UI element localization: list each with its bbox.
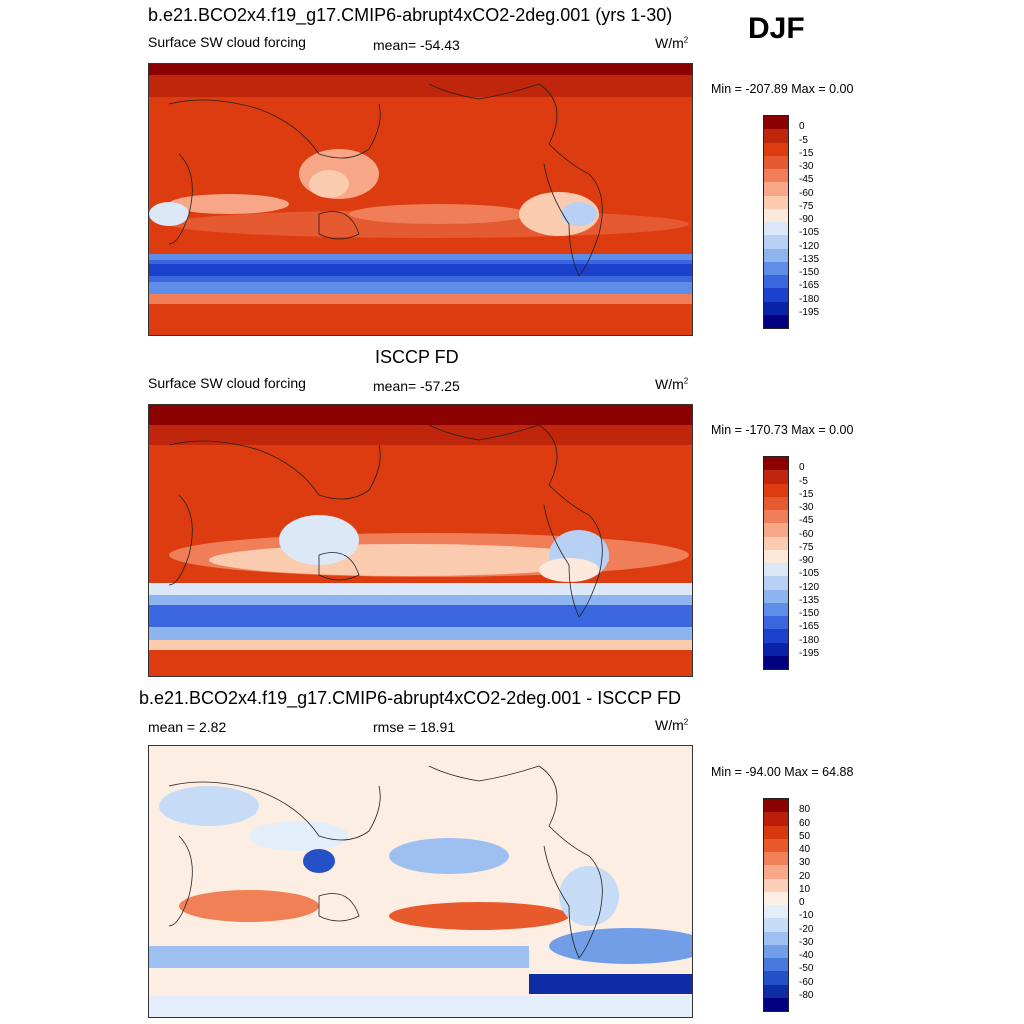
colorbar-label: -20 <box>799 923 814 935</box>
colorbar-label: -60 <box>799 187 814 199</box>
panel2-field-label: Surface SW cloud forcing <box>148 375 306 391</box>
colorbar-label: -105 <box>799 227 820 239</box>
colorbar-label: -30 <box>799 936 814 948</box>
colorbar-label: -30 <box>799 161 814 172</box>
colorbar-label: -150 <box>799 608 820 619</box>
colorbar-label: -195 <box>799 306 820 318</box>
colorbar-label: 80 <box>799 804 811 816</box>
colorbar-label: 50 <box>799 830 811 842</box>
colorbar-label: 0 <box>799 121 805 133</box>
colorbar-label: -15 <box>799 488 814 500</box>
panel2-title: ISCCP FD <box>375 347 459 367</box>
colorbar-label: -80 <box>799 989 814 1001</box>
colorbar-label: -45 <box>799 515 814 527</box>
colorbar-label: -40 <box>799 950 814 961</box>
panel2-map <box>148 404 693 677</box>
colorbar-label: -45 <box>799 174 814 186</box>
colorbar-label: 20 <box>799 870 811 882</box>
panel2-units: W/m2 <box>655 376 689 392</box>
panel2-minmax: Min = -170.73 Max = 0.00 <box>711 423 854 437</box>
colorbar-label: 0 <box>799 462 805 474</box>
panel2-colorbar-boxes <box>763 456 789 670</box>
colorbar-label: -5 <box>799 134 808 146</box>
panel3-title: b.e21.BCO2x4.f19_g17.CMIP6-abrupt4xCO2-2… <box>139 688 681 708</box>
colorbar-label: -180 <box>799 293 820 305</box>
colorbar-label: 60 <box>799 817 811 829</box>
panel1-colorbar-boxes <box>763 115 789 329</box>
panel3-minmax: Min = -94.00 Max = 64.88 <box>711 765 854 779</box>
colorbar-label: -150 <box>799 267 820 278</box>
panel1-units: W/m2 <box>655 35 689 51</box>
colorbar-label: -5 <box>799 475 808 487</box>
panel2-mean: mean= -57.25 <box>373 378 460 394</box>
colorbar-label: -90 <box>799 555 814 566</box>
colorbar-label: -165 <box>799 621 820 633</box>
colorbar-label: -60 <box>799 528 814 540</box>
colorbar-label: -10 <box>799 910 814 922</box>
colorbar-label: -120 <box>799 240 820 252</box>
panel1-minmax: Min = -207.89 Max = 0.00 <box>711 82 854 96</box>
colorbar-label: -105 <box>799 568 820 580</box>
panel1-title: b.e21.BCO2x4.f19_g17.CMIP6-abrupt4xCO2-2… <box>148 5 673 25</box>
colorbar-label: 30 <box>799 857 811 869</box>
colorbar-label: -75 <box>799 541 814 553</box>
colorbar-label: 40 <box>799 844 811 855</box>
colorbar-label: -135 <box>799 253 820 265</box>
colorbar-label: -165 <box>799 280 820 292</box>
colorbar-label: -135 <box>799 594 820 606</box>
colorbar-label: -120 <box>799 581 820 593</box>
panel3-rmse: rmse = 18.91 <box>373 719 456 735</box>
panel3-colorbar-boxes <box>763 798 789 1012</box>
colorbar-label: -90 <box>799 214 814 225</box>
panel3-colorbar: 80 60 50 40 30 20 10 0 -10 -20 -30 -40 -50 -60 -80 <box>763 798 813 1012</box>
season-label: DJF <box>748 12 805 45</box>
panel2-colorbar: 0 -5 -15 -30 -45 -60 -75 -90 -105 -120 -135 -150 -16… <box>763 456 819 670</box>
colorbar-label: -50 <box>799 963 814 975</box>
colorbar-label: -30 <box>799 502 814 513</box>
colorbar-label: -180 <box>799 634 820 646</box>
colorbar-label: 0 <box>799 897 805 908</box>
panel1-colorbar: 0 -5 -15 -30 -45 -60 -75 -90 -105 -120 -135 -150 -16… <box>763 115 819 329</box>
colorbar-label: -15 <box>799 147 814 159</box>
panel3-map <box>148 745 693 1018</box>
panel1-map <box>148 63 693 336</box>
panel3-mean: mean = 2.82 <box>148 719 227 735</box>
panel3-units: W/m2 <box>655 717 689 733</box>
panel1-mean: mean= -54.43 <box>373 37 460 53</box>
panel1-field-label: Surface SW cloud forcing <box>148 34 306 50</box>
colorbar-label: 10 <box>799 883 811 895</box>
colorbar-label: -75 <box>799 200 814 212</box>
colorbar-label: -60 <box>799 976 814 988</box>
colorbar-label: -195 <box>799 647 820 659</box>
